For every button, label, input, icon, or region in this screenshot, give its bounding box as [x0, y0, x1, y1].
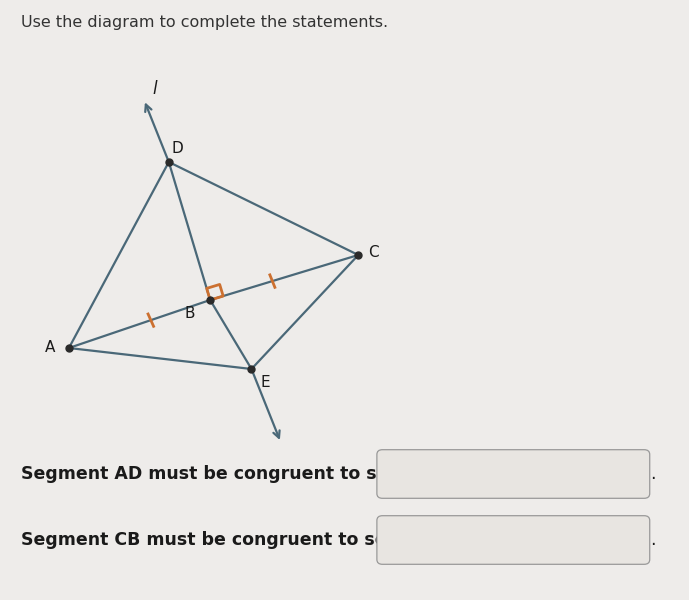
Text: D: D [171, 141, 183, 156]
Text: Segment AD must be congruent to segment: Segment AD must be congruent to segment [21, 465, 457, 483]
Text: B: B [184, 305, 195, 320]
Text: l: l [152, 80, 157, 98]
Text: Segment CB must be congruent to segment: Segment CB must be congruent to segment [21, 531, 455, 549]
Text: A: A [44, 340, 55, 355]
Text: C: C [368, 245, 379, 260]
Text: E: E [260, 374, 270, 390]
FancyBboxPatch shape [377, 450, 650, 498]
Text: .: . [650, 465, 655, 483]
Text: .: . [650, 531, 655, 549]
FancyBboxPatch shape [377, 515, 650, 564]
Text: Use the diagram to complete the statements.: Use the diagram to complete the statemen… [21, 15, 388, 30]
